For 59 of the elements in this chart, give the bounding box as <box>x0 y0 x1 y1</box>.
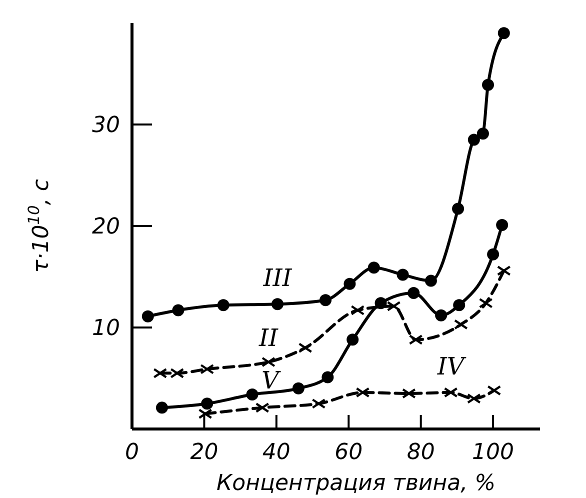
x-axis-title: Концентрация твина, % <box>216 471 496 496</box>
point <box>482 78 494 91</box>
x-tick-label: 0 <box>125 440 139 465</box>
point <box>408 334 423 345</box>
y-tick-label: 30 <box>92 113 120 138</box>
y-tick-label: 20 <box>92 214 120 240</box>
point <box>217 299 230 312</box>
point <box>424 274 437 287</box>
point <box>496 266 511 276</box>
point <box>350 305 365 316</box>
series-label: IV <box>436 352 467 380</box>
point <box>466 393 482 404</box>
point <box>435 309 448 322</box>
point <box>153 368 168 378</box>
point <box>346 334 359 346</box>
series-label: V <box>262 366 282 394</box>
point <box>322 371 334 384</box>
point <box>408 286 420 299</box>
point <box>396 268 409 281</box>
point <box>298 342 312 353</box>
point <box>487 385 502 396</box>
point <box>201 398 214 410</box>
point <box>356 387 370 398</box>
point <box>142 310 154 322</box>
point <box>292 382 304 394</box>
point <box>487 248 500 260</box>
point <box>454 319 468 330</box>
point <box>453 299 466 312</box>
point <box>468 134 480 146</box>
point <box>478 298 493 308</box>
point <box>261 356 276 368</box>
point <box>255 402 270 413</box>
point <box>498 27 510 40</box>
point <box>198 408 212 419</box>
x-tick-label: 60 <box>334 440 363 465</box>
point <box>246 388 258 400</box>
point <box>374 297 387 310</box>
point <box>496 218 508 231</box>
point <box>172 304 184 316</box>
point <box>344 278 356 290</box>
point <box>444 387 458 398</box>
x-tick-label: 20 <box>190 440 218 465</box>
x-tick-label: 40 <box>262 440 290 465</box>
series-label: II <box>258 324 278 352</box>
point <box>402 388 416 399</box>
point <box>200 364 214 374</box>
x-tick-label: 100 <box>472 440 514 465</box>
point <box>476 128 489 140</box>
point <box>368 262 380 274</box>
point <box>386 301 401 312</box>
point <box>452 202 464 215</box>
point <box>272 298 284 310</box>
point <box>320 294 332 306</box>
point <box>170 368 184 378</box>
series-label: III <box>262 264 292 292</box>
point <box>312 398 326 409</box>
point <box>156 402 168 414</box>
y-tick-label: 10 <box>92 316 120 342</box>
x-tick-label: 80 <box>406 440 435 465</box>
